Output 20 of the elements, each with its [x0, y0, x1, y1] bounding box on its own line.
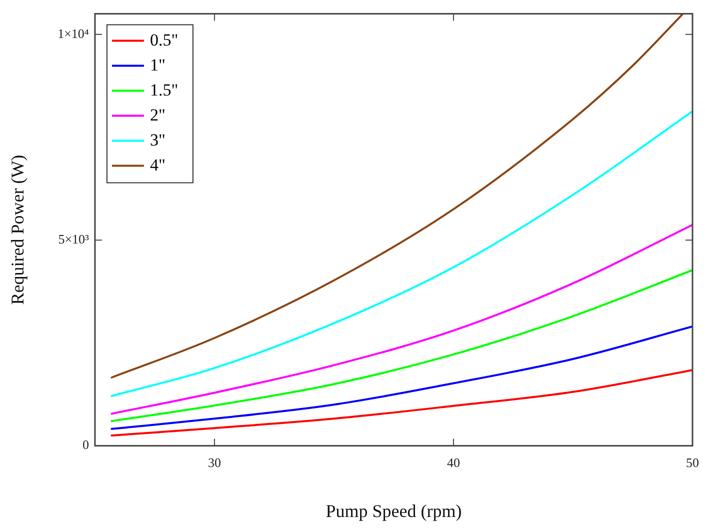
x-axis-title: Pump Speed (rpm)	[326, 500, 462, 521]
legend-label: 4"	[150, 155, 166, 174]
x-tick-label: 50	[686, 455, 699, 470]
legend-label: 1.5"	[150, 80, 178, 100]
line-series	[110, 325, 692, 430]
legend-label: 3"	[150, 130, 166, 150]
y-tick-label: 5×10³	[58, 232, 90, 247]
legend-label: 2"	[150, 105, 166, 124]
line-series	[110, 110, 692, 398]
line-series	[110, 369, 692, 437]
legend-label: 1"	[150, 55, 166, 74]
y-tick-label: 1×10⁴	[58, 26, 90, 41]
line-series	[110, 224, 692, 415]
y-axis-title: Required Power (W)	[8, 154, 28, 305]
line-series	[110, 14, 684, 379]
line-series	[110, 269, 692, 422]
x-tick-label: 30	[208, 455, 221, 470]
x-tick-label: 40	[446, 455, 460, 470]
y-tick-label: 0	[82, 437, 89, 452]
legend-label: 0.5"	[150, 30, 178, 50]
